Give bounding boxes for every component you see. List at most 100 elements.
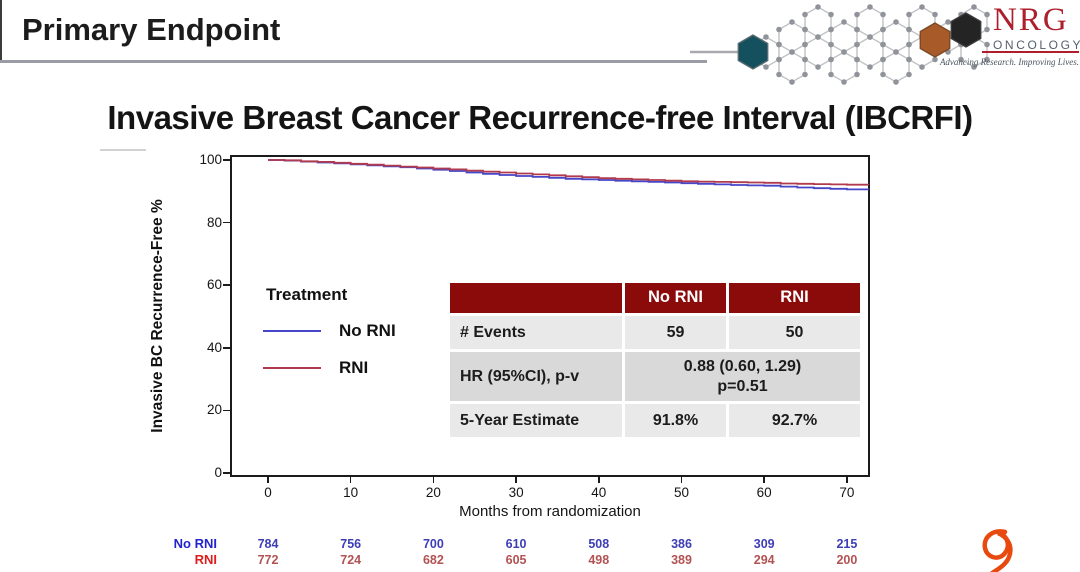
molecule-node-dot (802, 56, 808, 63)
molecule-node-dot (828, 71, 834, 78)
molecule-node-dot (932, 11, 938, 18)
stats-header-empty (450, 283, 622, 313)
molecule-node-dot (802, 71, 808, 78)
hexagon-outline-icon (856, 6, 884, 38)
x-tick-mark (763, 477, 765, 483)
molecule-node-dot (867, 64, 873, 70)
molecule-node-dot (854, 11, 860, 18)
y-tick-mark (223, 221, 230, 224)
molecule-node-dot (854, 26, 860, 33)
legend-title: Treatment (266, 285, 348, 304)
stats-hr-line2: p=0.51 (717, 377, 768, 395)
legend-line-rni (263, 367, 321, 369)
x-tick-label: 0 (264, 485, 272, 500)
y-tick-mark (223, 284, 230, 286)
molecule-node-dot (841, 79, 847, 85)
molecule-node-dot (789, 49, 795, 55)
molecule-node-dot (789, 19, 795, 25)
km-curves (268, 159, 870, 191)
hexagon-outline-icon (778, 51, 806, 83)
molecule-node-dot (789, 79, 795, 85)
at-risk-count: 200 (836, 553, 858, 567)
molecule-node-dot (880, 71, 886, 78)
molecule-node-dot (867, 34, 873, 40)
molecule-node-dot (776, 41, 782, 48)
chart-heading: Invasive Breast Cancer Recurrence-free I… (107, 99, 973, 136)
at-risk-count: 605 (505, 553, 527, 567)
molecule-node-dot (893, 49, 899, 55)
y-tick-label: 0 (214, 465, 222, 480)
hexagon-outline-icon (830, 21, 858, 53)
hexagon-outline-icon (778, 21, 806, 53)
hexagon-outline-icon (882, 21, 910, 53)
x-tick-mark (846, 477, 848, 483)
at-risk-count: 682 (422, 553, 444, 567)
molecule-node-dot (763, 64, 769, 70)
y-tick-mark (223, 472, 230, 474)
stats-events-no-rni: 59 (625, 316, 726, 349)
km-curve-rni (268, 159, 870, 186)
molecule-node-dot (841, 19, 847, 25)
nrg-logo-text: NRG (993, 2, 1069, 38)
at-risk-count: 386 (671, 537, 692, 551)
at-risk-count: 498 (588, 553, 610, 567)
molecule-node-dot (880, 56, 886, 63)
x-tick-mark (515, 477, 517, 483)
molecule-node-dot (906, 71, 912, 78)
x-tick-label: 10 (343, 485, 359, 500)
x-tick-mark (432, 477, 435, 483)
molecule-node-dot (984, 26, 990, 33)
molecule-node-dot (776, 26, 782, 33)
molecule-hexagons-icon (690, 4, 990, 85)
molecule-node-dot (893, 19, 899, 25)
x-tick-mark (680, 477, 683, 483)
molecule-node-dot (815, 34, 821, 40)
hexagon-outline-icon (856, 36, 884, 68)
y-tick-mark (223, 347, 230, 349)
nrg-logo-subtext: ONCOLOGY (993, 38, 1080, 52)
nrg-logo-divider (982, 51, 1079, 53)
molecule-node-dot (854, 56, 860, 63)
molecule-node-dot (919, 64, 925, 70)
y-tick-mark (223, 159, 230, 161)
molecule-node-dot (971, 4, 977, 10)
molecule-node-dot (880, 41, 886, 48)
x-tick-label: 70 (839, 485, 855, 500)
hexagon-filled-dark-icon (950, 12, 982, 48)
stats-events-rni: 50 (729, 316, 860, 349)
molecule-node-dot (880, 26, 886, 33)
at-risk-label-rni: RNI (194, 552, 217, 567)
slide-title: Primary Endpoint (22, 12, 281, 47)
molecule-node-dot (776, 71, 782, 78)
molecule-node-dot (880, 11, 886, 18)
stats-header-rni: RNI (729, 283, 860, 313)
molecule-node-dot (932, 56, 938, 63)
molecule-node-dot (893, 79, 899, 85)
x-tick-label: 20 (425, 485, 441, 500)
x-tick-mark (598, 477, 600, 483)
x-tick-mark (349, 477, 352, 483)
molecule-node-dot (867, 4, 873, 10)
molecule-node-dot (815, 64, 821, 70)
heading-underline-fragment (100, 149, 146, 151)
at-risk-count: 724 (340, 553, 362, 567)
legend-label-no-rni: No RNI (339, 321, 396, 340)
molecule-node-dot (828, 41, 834, 48)
title-divider (0, 60, 707, 63)
molecule-node-dot (958, 56, 964, 63)
at-risk-count: 389 (671, 553, 692, 567)
molecule-node-dot (906, 41, 912, 48)
at-risk-count: 756 (340, 537, 362, 551)
hexagon-outline-icon (804, 6, 832, 38)
stats-5yr-rni: 92.7% (729, 404, 860, 437)
molecule-node-dot (802, 11, 808, 18)
legend-line-no-rni (263, 330, 321, 332)
y-axis-title: Invasive BC Recurrence-Free % (149, 199, 166, 433)
y-tick-label: 100 (199, 152, 222, 167)
molecule-node-dot (984, 11, 990, 18)
at-risk-count: 784 (257, 537, 279, 551)
hexagon-filled-teal-icon (737, 34, 769, 70)
stats-header-no-rni: No RNI (625, 283, 726, 313)
molecule-node-dot (906, 56, 912, 63)
y-tick-label: 80 (206, 214, 222, 230)
